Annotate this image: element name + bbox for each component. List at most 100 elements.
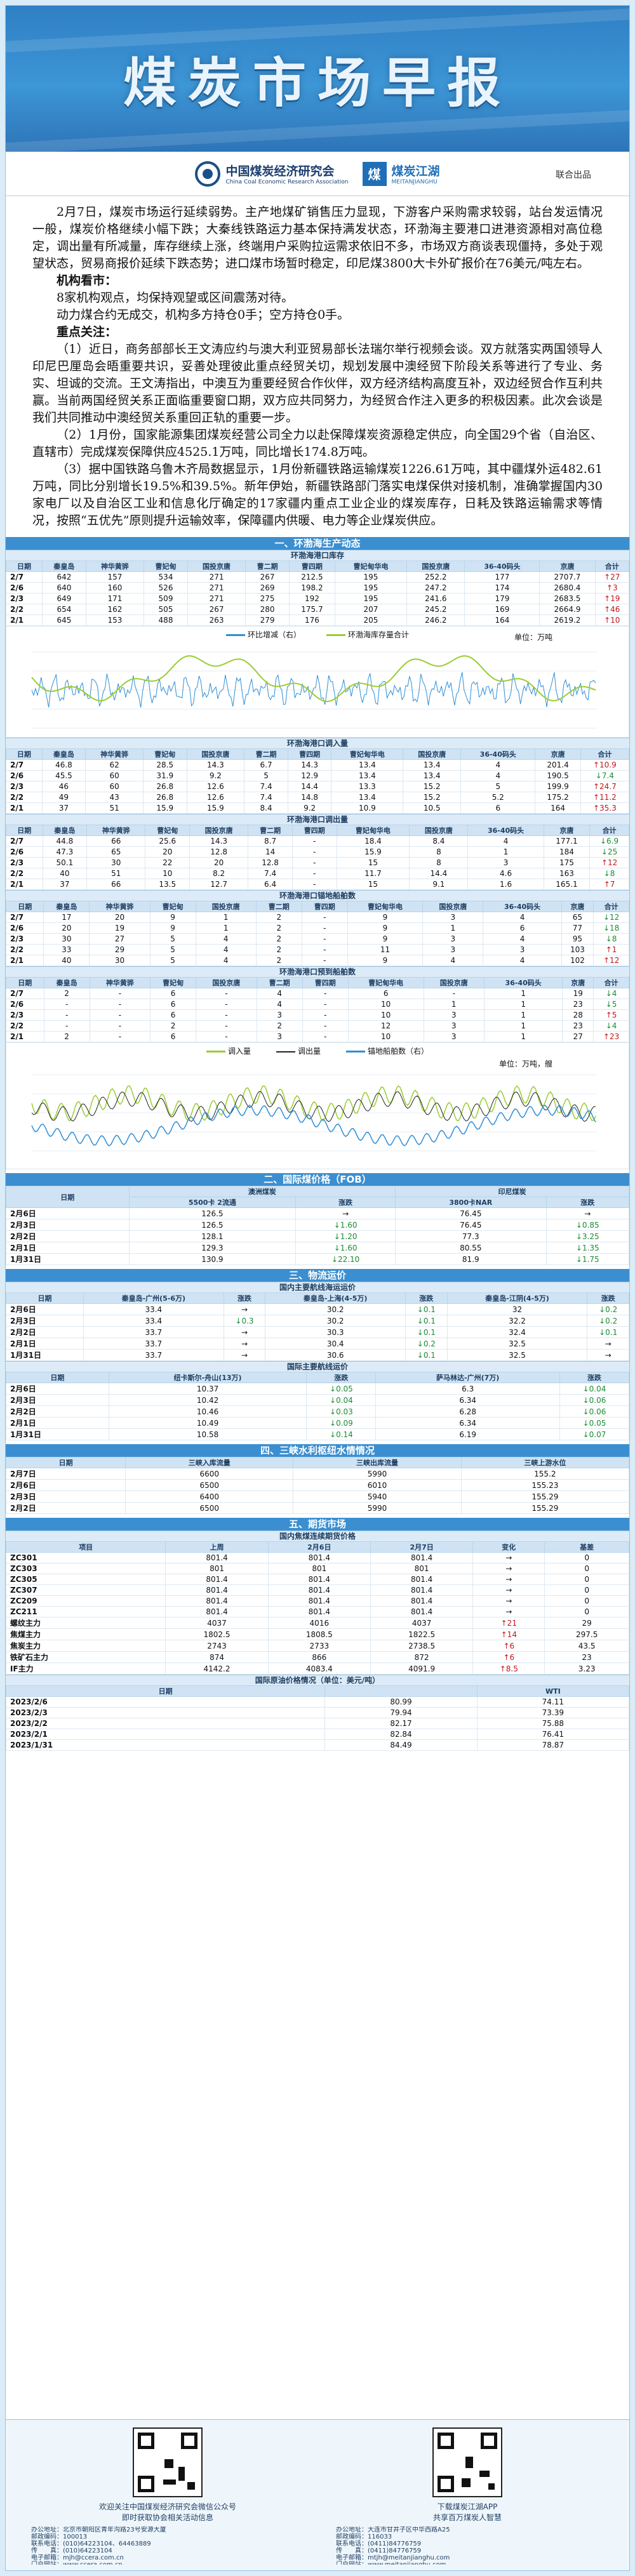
threegorges-header-0: 日期 (6, 1457, 126, 1468)
coastal-cell: ↓0.1 (405, 1315, 448, 1327)
futures-cell: 4037 (165, 1617, 269, 1629)
stock-cell: ↑10 (594, 614, 629, 626)
anchor-cell: - (301, 912, 348, 923)
inbound-cell: 62 (85, 759, 144, 771)
futures-cell: 801.4 (165, 1552, 269, 1564)
futures-cell: ↑6 (472, 1651, 545, 1663)
oil-table-title: 国际原油价格情况（单位：美元/吨） (6, 1675, 629, 1685)
berth-cell: - (89, 1031, 151, 1042)
anchor-cell: 40 (43, 955, 90, 966)
stock-cell: 271 (187, 593, 246, 604)
coastal-cell: ↓0.1 (587, 1326, 629, 1338)
fob-row: 2月2日 128.1 ↓1.20 77.3 ↓3.25 (6, 1230, 629, 1242)
oil-cell: 74.11 (476, 1696, 629, 1708)
outbound-header-4: 国投京唐 (189, 825, 249, 836)
berth-cell: 2 (43, 988, 90, 999)
oil-cell: 78.87 (476, 1739, 629, 1751)
stock-row: 2/3 649 171 509 271 275 192 195 241.6 179 2683.5 ↑1… (6, 593, 629, 604)
berth-cell: - (196, 999, 257, 1010)
outbound-cell: 22 (145, 857, 190, 868)
berth-cell: 3 (256, 1009, 303, 1021)
stock-cell: 195 (334, 571, 408, 583)
threegorges-cell: 6010 (293, 1479, 462, 1491)
outbound-cell: 25.6 (145, 835, 190, 847)
oil-cell: 75.88 (476, 1718, 629, 1729)
coastal-cell: → (223, 1349, 266, 1361)
inbound-cell: 2/1 (6, 802, 43, 814)
futures-row: 焦炭主力 2743 2733 2738.5 ↑6 43.5 (6, 1640, 629, 1652)
oil-cell: 2023/2/3 (6, 1707, 326, 1718)
outbound-row: 2/3 50.1 30 22 20 12.8-15 8 3 175 ↑12 (6, 857, 629, 868)
anchor-cell: 19 (89, 922, 150, 934)
anchor-header-2: 神华黄骅 (89, 901, 150, 912)
berth-cell: 2 (43, 1031, 90, 1042)
intlfreight-cell: 6.3 (375, 1383, 560, 1395)
coastal-cell: 2月1日 (6, 1338, 84, 1350)
fob-cell: ↓0.85 (545, 1219, 629, 1231)
stock-cell: 160 (85, 582, 145, 594)
fob-h-aus-price: 5500卡 2流通 (128, 1197, 297, 1208)
inbound-cell: 45.5 (41, 770, 86, 781)
flow-chart-svg (31, 1074, 597, 1152)
futures-cell: 螺纹主力 (6, 1617, 166, 1629)
anchor-cell: 17 (43, 912, 90, 923)
coastal-cell: 1月31日 (6, 1349, 84, 1361)
stock-cell: 2/3 (6, 593, 43, 604)
futures-cell: 801.4 (267, 1584, 371, 1596)
berth-header-9: 36-40码头 (483, 977, 563, 988)
fob-cell: 77.3 (395, 1230, 547, 1242)
futures-cell: 0 (544, 1552, 629, 1564)
anchor-cell: 4 (422, 955, 484, 966)
outbound-cell: ↓8 (589, 868, 629, 879)
inbound-cell: 13.3 (331, 781, 404, 792)
fob-cell: ↓1.20 (295, 1230, 396, 1242)
threegorges-cell: 2月3日 (6, 1490, 126, 1503)
outbound-cell: 8.7 (248, 835, 293, 847)
stock-header-2: 神华黄骅 (85, 561, 145, 572)
anchor-header-4: 国投京唐 (195, 901, 257, 912)
outbound-cell: 163 (543, 868, 591, 879)
threegorges-row: 2月7日 6600 5990 155.2 (6, 1468, 629, 1480)
inbound-row: 2/3 46 60 26.8 12.6 7.4 14.4 13.3 15.2 5 199.9 ↑24.… (6, 781, 629, 792)
inbound-table: 日期 秦皇岛 神华黄骅 曹妃甸 国投京唐 曹二期 曹四期 曹妃甸华电 国投京唐 36-40码头 京唐… (6, 748, 629, 814)
inbound-cell: 14.3 (186, 759, 245, 771)
futures-cell: 0 (544, 1584, 629, 1596)
outbound-cell: 14.3 (189, 835, 249, 847)
threegorges-cell: 2月7日 (6, 1468, 126, 1480)
anchor-cell: 3 (422, 944, 484, 955)
oil-cell: 73.39 (476, 1707, 629, 1718)
berth-cell: 6 (150, 1009, 197, 1021)
coastal-table: 日期 秦皇岛-广州(5-6万) 涨跌 秦皇岛-上海(4-5万) 涨跌 秦皇岛-江阴(4-5… (6, 1292, 629, 1361)
intlfreight-cell: 2月1日 (6, 1417, 109, 1429)
intlfreight-header-1: 纽卡斯尔-舟山(13万) (108, 1372, 307, 1383)
anchor-cell: - (301, 944, 348, 955)
inbound-cell: 28.5 (142, 759, 187, 771)
berth-cell: 2/3 (6, 1009, 44, 1021)
berth-cell: ↓4 (593, 988, 629, 999)
outbound-cell: 15 (336, 879, 410, 890)
futures-cell: IF主力 (6, 1663, 166, 1675)
berth-cell: - (196, 1031, 257, 1042)
fob-cell: 76.45 (395, 1207, 547, 1219)
futures-row: 焦煤主力 1802.5 1808.5 1822.5 ↑14 297.5 (6, 1628, 629, 1640)
org-view-2: 动力煤合约无成交，机构多方持仓0手；空方持仓0手。 (57, 308, 350, 322)
stock-header-10: 京唐 (539, 561, 596, 572)
inbound-cell: 13.4 (331, 792, 404, 803)
stock-cell: 179 (464, 593, 540, 604)
berth-cell: - (196, 1020, 257, 1032)
fob-cell: ↓1.60 (295, 1242, 396, 1254)
coastal-row: 1月31日 33.7 → 30.6 ↓0.1 32.5 → (6, 1349, 629, 1361)
futures-header-5: 基差 (544, 1541, 629, 1553)
report-page: 煤炭市场早报 中国煤炭经济研究会 China Coal Economic Res… (5, 5, 630, 2571)
anchor-header-9: 36-40码头 (483, 901, 562, 912)
focus-heading: 重点关注： (57, 325, 117, 339)
oil-header-1 (324, 1685, 478, 1697)
series-outbound-line (31, 1091, 596, 1122)
legend-total: 环渤海库存量合计 (326, 629, 409, 640)
futures-cell: 4016 (267, 1617, 371, 1629)
stock-header-9: 36-40码头 (464, 561, 540, 572)
ccera-emblem-icon (195, 161, 221, 187)
stock-row: 2/6 640 160 526 271 269 198.2 195 247.2 174 2680.4… (6, 582, 629, 594)
berth-cell: - (423, 988, 485, 999)
stock-row: 2/2 654 162 505 267 280 175.7 207 245.2 169 2664.9… (6, 604, 629, 615)
